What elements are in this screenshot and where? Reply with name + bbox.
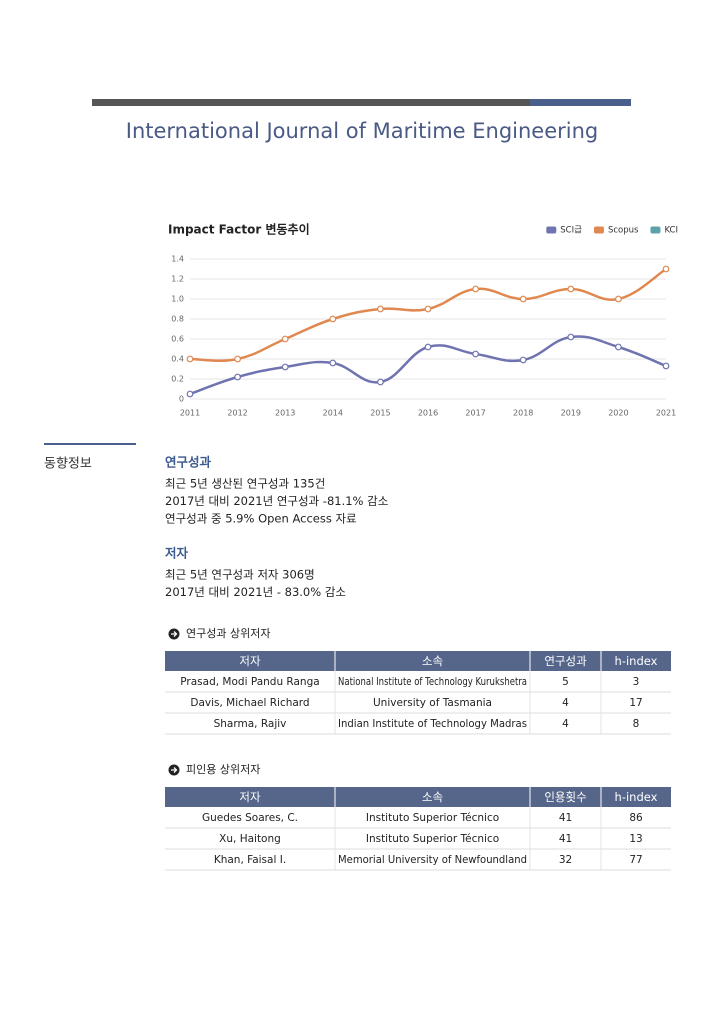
data-point — [186, 390, 194, 398]
y-tick-label: 0.2 — [171, 375, 184, 384]
table-title: 연구성과 상위저자 — [186, 627, 270, 640]
table-cell: 77 — [629, 854, 642, 866]
y-tick-label: 1.4 — [171, 255, 184, 264]
table-header: 연구성과 — [544, 654, 587, 668]
data-point — [234, 373, 242, 381]
data-point — [472, 350, 480, 358]
table-cell: 5 — [562, 676, 569, 688]
table-cell: 3 — [633, 676, 640, 688]
data-point — [567, 285, 575, 293]
x-tick-label: 2011 — [180, 409, 200, 418]
y-tick-label: 0 — [179, 395, 184, 404]
table-cell: Indian Institute of Technology Madras — [338, 718, 527, 730]
table-cell: Xu, Haitong — [219, 833, 281, 845]
table-header: 소속 — [422, 654, 443, 668]
trend-label: 동향정보 — [44, 457, 92, 472]
data-point — [377, 378, 384, 386]
bullet-arrow — [171, 631, 178, 637]
data-point — [377, 305, 384, 313]
data-point — [662, 265, 670, 273]
table-cell: 86 — [629, 812, 643, 824]
section-title: 저자 — [165, 546, 189, 561]
table-cell: 17 — [629, 697, 642, 709]
data-point — [281, 363, 289, 371]
bullet-arrow — [171, 767, 178, 773]
data-point — [186, 355, 194, 363]
table-header: 저자 — [239, 790, 261, 804]
section-line: 2017년 대비 2021년 - 83.0% 감소 — [165, 585, 346, 599]
section-line: 2017년 대비 2021년 연구성과 -81.1% 감소 — [165, 494, 388, 508]
x-tick-label: 2019 — [561, 409, 581, 418]
table-cell: Davis, Michael Richard — [190, 697, 309, 709]
section-title: 연구성과 — [165, 455, 212, 470]
x-tick-label: 2012 — [227, 409, 247, 418]
legend-label: SCI급 — [560, 226, 582, 236]
table-cell: 41 — [559, 833, 572, 845]
section-line: 연구성과 중 5.9% Open Access 자료 — [165, 512, 357, 526]
data-point — [615, 343, 622, 351]
x-tick-label: 2014 — [323, 409, 343, 418]
table-cell: 4 — [562, 718, 569, 730]
y-tick-label: 0.8 — [171, 315, 184, 324]
table-header: 인용횟수 — [544, 790, 586, 804]
table-cell: University of Tasmania — [373, 697, 492, 709]
x-tick-label: 2015 — [370, 409, 390, 418]
table-cell: 32 — [559, 854, 572, 866]
data-point — [472, 285, 480, 293]
table-header-bg — [165, 651, 671, 671]
table-cell: 41 — [559, 812, 572, 824]
table-cell: Khan, Faisal I. — [214, 854, 286, 866]
data-point — [519, 356, 527, 364]
legend-label: Scopus — [608, 226, 639, 236]
x-tick-label: 2020 — [608, 409, 628, 418]
legend-swatch — [650, 226, 661, 234]
table-header: h-index — [615, 654, 658, 668]
data-point — [662, 362, 670, 370]
table-header: 소속 — [422, 790, 443, 804]
x-tick-label: 2018 — [513, 409, 533, 418]
chart-title: Impact Factor 변동추이 — [168, 222, 310, 237]
data-point — [329, 315, 337, 323]
table-cell: 13 — [629, 833, 642, 845]
data-point — [424, 343, 432, 351]
table-cell: Guedes Soares, C. — [202, 812, 298, 824]
data-point — [281, 335, 289, 343]
table-title: 피인용 상위저자 — [186, 763, 260, 776]
y-tick-label: 0.4 — [171, 355, 184, 364]
x-tick-label: 2016 — [418, 409, 438, 418]
y-tick-label: 1.2 — [171, 275, 184, 284]
data-point — [234, 355, 242, 363]
x-tick-label: 2013 — [275, 409, 295, 418]
table-cell: 8 — [633, 718, 640, 730]
legend-label: KCI — [664, 226, 678, 236]
data-point — [424, 305, 432, 313]
section-line: 최근 5년 생산된 연구성과 135건 — [165, 477, 325, 491]
data-point — [567, 333, 575, 341]
table-cell: Instituto Superior Técnico — [366, 812, 499, 824]
y-tick-label: 0.6 — [171, 335, 184, 344]
table-cell: 4 — [562, 697, 569, 709]
table-cell: National Institute of Technology Kuruksh… — [338, 676, 527, 688]
x-tick-label: 2021 — [656, 409, 676, 418]
table-cell: Memorial University of Newfoundland — [338, 854, 527, 866]
data-point — [329, 359, 337, 367]
y-tick-label: 1.0 — [171, 295, 184, 304]
table-header: h-index — [615, 790, 658, 804]
header-bar-accent — [530, 99, 631, 106]
legend-swatch — [593, 226, 604, 234]
table-header-bg — [165, 787, 671, 807]
table-cell: Sharma, Rajiv — [214, 718, 287, 730]
x-tick-label: 2017 — [465, 409, 485, 418]
journal-title: International Journal of Maritime Engine… — [126, 119, 599, 143]
table-header: 저자 — [239, 654, 261, 668]
section-line: 최근 5년 연구성과 저자 306명 — [165, 568, 315, 582]
data-point — [519, 295, 527, 303]
data-point — [615, 295, 622, 303]
table-cell: Prasad, Modi Pandu Ranga — [180, 676, 319, 688]
legend-swatch — [546, 226, 557, 234]
table-cell: Instituto Superior Técnico — [366, 833, 499, 845]
header-bar — [92, 99, 530, 106]
